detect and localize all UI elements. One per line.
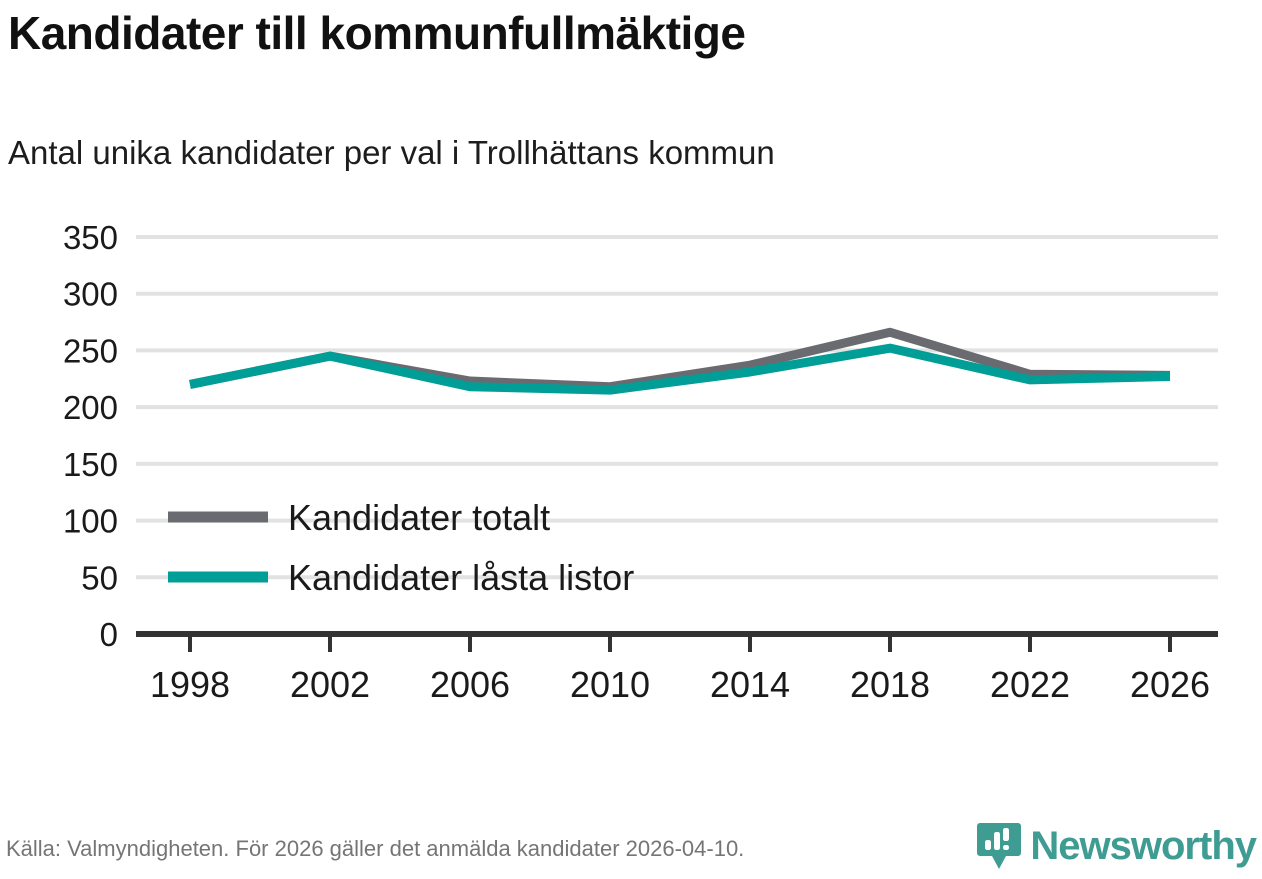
- y-tick-label: 50: [81, 559, 118, 596]
- series-line: [189, 343, 1171, 395]
- x-tick-label: 2010: [570, 664, 650, 705]
- x-axis: [136, 631, 1218, 652]
- x-tick-label: 2014: [710, 664, 790, 705]
- y-tick-label: 300: [63, 276, 118, 313]
- chart-subtitle: Antal unika kandidater per val i Trollhä…: [8, 134, 775, 171]
- y-tick-label: 0: [100, 616, 118, 653]
- x-tick-label: 2026: [1130, 664, 1210, 705]
- series-lines: [189, 327, 1171, 395]
- x-tick-label: 2018: [850, 664, 930, 705]
- chart-legend: Kandidater totalt Kandidater låsta listor: [168, 497, 634, 598]
- gridlines: [136, 235, 1218, 580]
- x-tick-label: 2022: [990, 664, 1070, 705]
- logo-wordmark: Newsworthy: [1030, 824, 1257, 868]
- y-tick-label: 100: [63, 503, 118, 540]
- y-tick-label: 150: [63, 446, 118, 483]
- y-tick-label: 200: [63, 389, 118, 426]
- y-axis-tick-labels: 0 50 100 150 200 250 300 350: [63, 219, 118, 653]
- line-chart-svg: 0 50 100 150 200 250 300 350 1998 2002 2006 2010 20…: [63, 219, 1218, 705]
- chart-title: Kandidater till kommunfullmäktige: [8, 7, 746, 59]
- bar-chart-pin-icon: [977, 823, 1022, 869]
- legend-label: Kandidater totalt: [288, 497, 550, 538]
- y-tick-label: 350: [63, 219, 118, 256]
- x-tick-label: 1998: [150, 664, 230, 705]
- plot-area: 0 50 100 150 200 250 300 350 1998 2002 2006 2010 20…: [0, 210, 1262, 710]
- x-tick-label: 2006: [430, 664, 510, 705]
- newsworthy-logo[interactable]: Newsworthy: [976, 818, 1257, 874]
- x-tick-label: 2002: [290, 664, 370, 705]
- source-note: Källa: Valmyndigheten. För 2026 gäller d…: [6, 836, 745, 861]
- x-axis-tick-labels: 1998 2002 2006 2010 2014 2018 2022 2026: [150, 664, 1210, 705]
- legend-label: Kandidater låsta listor: [288, 557, 634, 598]
- y-tick-label: 250: [63, 332, 118, 369]
